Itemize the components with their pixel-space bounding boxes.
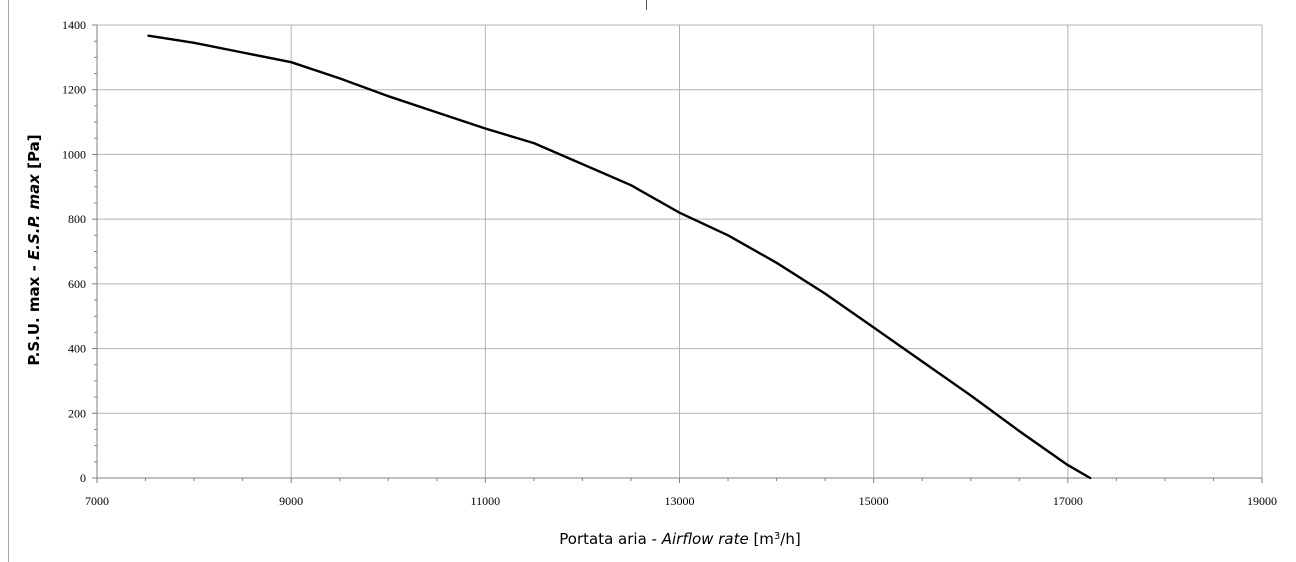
axes — [92, 24, 1263, 483]
x-axis-title: Portata aria - Airflow rate [m3/h] — [559, 530, 800, 548]
x-tick-labels: 7000 9000 11000 13000 15000 17000 19000 — [85, 494, 1277, 508]
y-tick-label: 600 — [68, 277, 86, 291]
y-tick-label: 1000 — [62, 147, 86, 161]
y-axis-title: P.S.U. max - E.S.P. max [Pa] — [25, 134, 43, 365]
top-tick-mark — [646, 0, 647, 10]
x-tick-label: 19000 — [1247, 494, 1277, 508]
chart-frame — [8, 0, 1296, 562]
x-tick-label: 11000 — [471, 494, 501, 508]
y-tick-label: 1400 — [62, 18, 86, 32]
x-tick-label: 7000 — [85, 494, 109, 508]
x-tick-label: 13000 — [665, 494, 695, 508]
x-tick-label: 9000 — [279, 494, 303, 508]
y-tick-labels: 0 200 400 600 800 1000 1200 1400 — [62, 18, 86, 485]
y-tick-label: 800 — [68, 212, 86, 226]
y-tick-label: 400 — [68, 342, 86, 356]
y-tick-label: 0 — [80, 471, 86, 485]
grid-lines — [97, 24, 1263, 478]
y-tick-label: 1200 — [62, 83, 86, 97]
y-tick-label: 200 — [68, 406, 86, 420]
x-tick-label: 17000 — [1053, 494, 1083, 508]
series-group — [147, 34, 1092, 480]
x-tick-label: 15000 — [859, 494, 889, 508]
series-line — [147, 34, 1092, 480]
